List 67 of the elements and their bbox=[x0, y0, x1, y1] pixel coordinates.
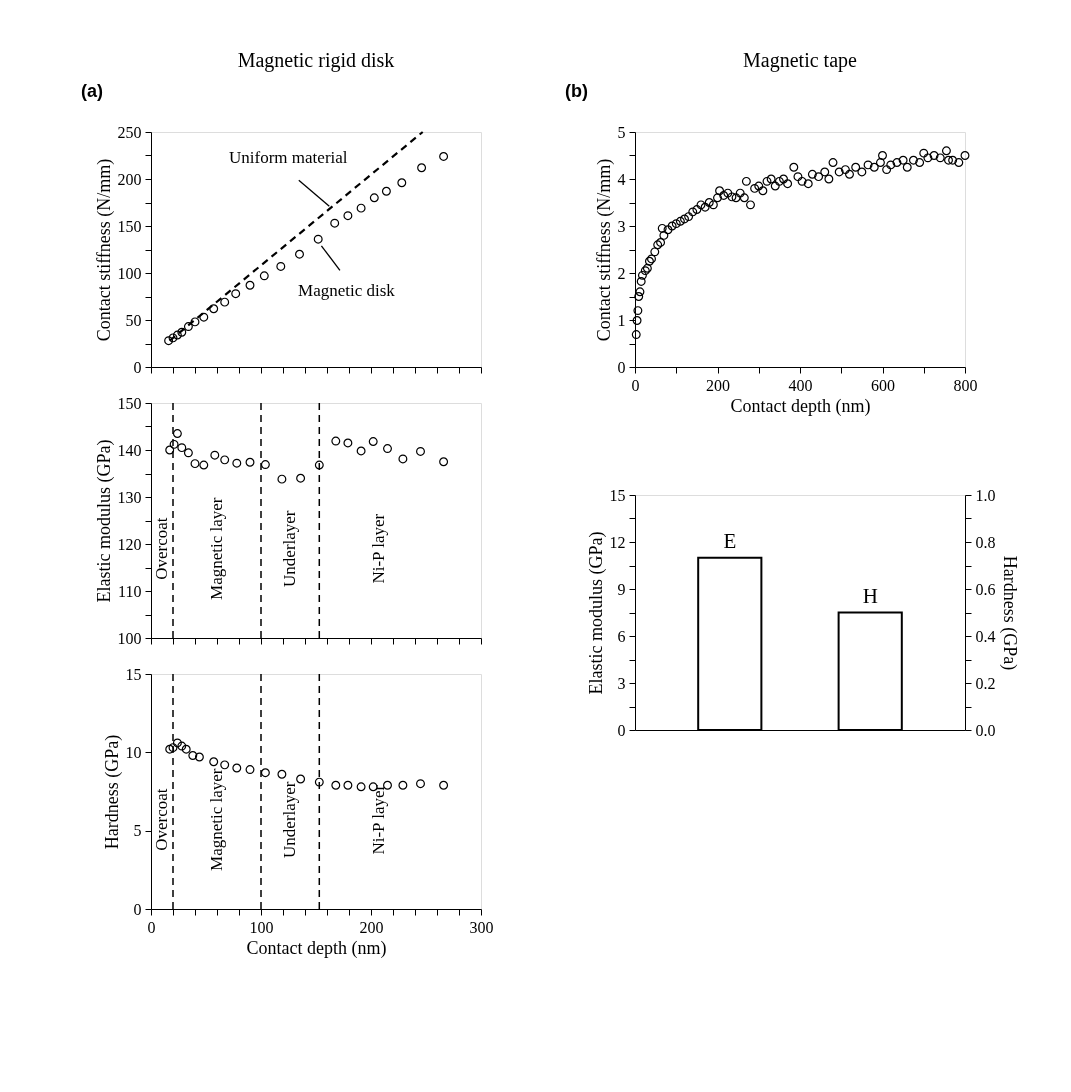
x-tick-label: 300 bbox=[469, 918, 494, 936]
y2-tick-label: 0.0 bbox=[975, 721, 996, 739]
y-tick-label: 110 bbox=[118, 582, 142, 600]
y2-tick-label: 0.6 bbox=[975, 580, 996, 598]
y-tick-label: 4 bbox=[617, 170, 626, 188]
x-tick-label: 100 bbox=[249, 918, 274, 936]
x-tick-label: 800 bbox=[953, 376, 978, 394]
chart-title: Magnetic rigid disk bbox=[237, 49, 395, 72]
y-tick-label: 0 bbox=[617, 721, 626, 739]
annotation: Ni-P layer bbox=[369, 513, 389, 584]
y2-tick-label: 0.8 bbox=[975, 533, 996, 551]
y-axis-title: Contact stiffness (N/mm) bbox=[593, 158, 615, 342]
y-tick-label: 1 bbox=[617, 311, 626, 329]
y-tick-label: 10 bbox=[125, 743, 142, 761]
y-axis-title: Elastic modulus (GPa) bbox=[93, 439, 115, 603]
y-tick-label: 100 bbox=[117, 629, 142, 647]
y-tick-label: 3 bbox=[617, 217, 626, 235]
y-tick-label: 200 bbox=[117, 170, 142, 188]
annotation: Underlayer bbox=[280, 781, 300, 858]
annotation: Magnetic disk bbox=[298, 280, 396, 300]
x-tick-label: 600 bbox=[871, 376, 895, 394]
y-tick-label: 250 bbox=[117, 123, 142, 141]
y-tick-label: 120 bbox=[117, 535, 142, 553]
annotation: Uniform material bbox=[229, 148, 348, 168]
y2-tick-label: 1.0 bbox=[975, 486, 996, 504]
series-label: E bbox=[723, 528, 737, 553]
y-tick-label: 3 bbox=[617, 674, 626, 692]
y2-tick-label: 0.2 bbox=[975, 674, 996, 692]
annotation: Overcoat bbox=[152, 517, 171, 580]
annotation: Underlayer bbox=[280, 510, 300, 587]
y-tick-label: 2 bbox=[617, 264, 626, 282]
y-tick-label: 50 bbox=[125, 311, 142, 329]
y2-tick-label: 0.4 bbox=[975, 627, 996, 645]
y-axis-title: Hardness (GPa) bbox=[101, 734, 123, 850]
x-tick-label: 0 bbox=[631, 376, 640, 394]
annotation: Ni-P layer bbox=[369, 784, 389, 855]
y-tick-label: 130 bbox=[117, 488, 142, 506]
y-tick-label: 6 bbox=[617, 627, 626, 645]
y2-axis-title: Hardness (GPa) bbox=[998, 555, 1020, 671]
series-label: H bbox=[862, 583, 878, 608]
y-tick-label: 140 bbox=[117, 441, 142, 459]
annotation: Overcoat bbox=[152, 788, 171, 851]
text: (a) bbox=[81, 81, 103, 101]
y-axis-title: Elastic modulus (GPa) bbox=[585, 531, 607, 695]
y-tick-label: 0 bbox=[617, 358, 626, 376]
annotation: Magnetic layer bbox=[207, 768, 226, 871]
y-tick-label: 15 bbox=[609, 486, 626, 504]
y-tick-label: 150 bbox=[117, 394, 142, 412]
x-tick-label: 200 bbox=[706, 376, 730, 394]
y-tick-label: 5 bbox=[133, 822, 142, 840]
x-tick-label: 200 bbox=[359, 918, 384, 936]
y-tick-label: 0 bbox=[133, 900, 142, 918]
y-tick-label: 5 bbox=[617, 123, 626, 141]
x-tick-label: 400 bbox=[788, 376, 813, 394]
annotation: Magnetic layer bbox=[207, 497, 226, 600]
text: (b) bbox=[565, 81, 588, 101]
y-tick-label: 150 bbox=[117, 217, 142, 235]
x-tick-label: 0 bbox=[147, 918, 156, 936]
x-axis-title: Contact depth (nm) bbox=[246, 937, 387, 959]
x-axis-title: Contact depth (nm) bbox=[730, 395, 871, 417]
y-tick-label: 9 bbox=[617, 580, 626, 598]
chart-title: Magnetic tape bbox=[743, 49, 858, 72]
y-tick-label: 0 bbox=[133, 358, 142, 376]
y-tick-label: 12 bbox=[609, 533, 626, 551]
y-tick-label: 15 bbox=[125, 665, 142, 683]
y-tick-label: 100 bbox=[117, 264, 142, 282]
y-axis-title: Contact stiffness (N/mm) bbox=[93, 158, 115, 342]
